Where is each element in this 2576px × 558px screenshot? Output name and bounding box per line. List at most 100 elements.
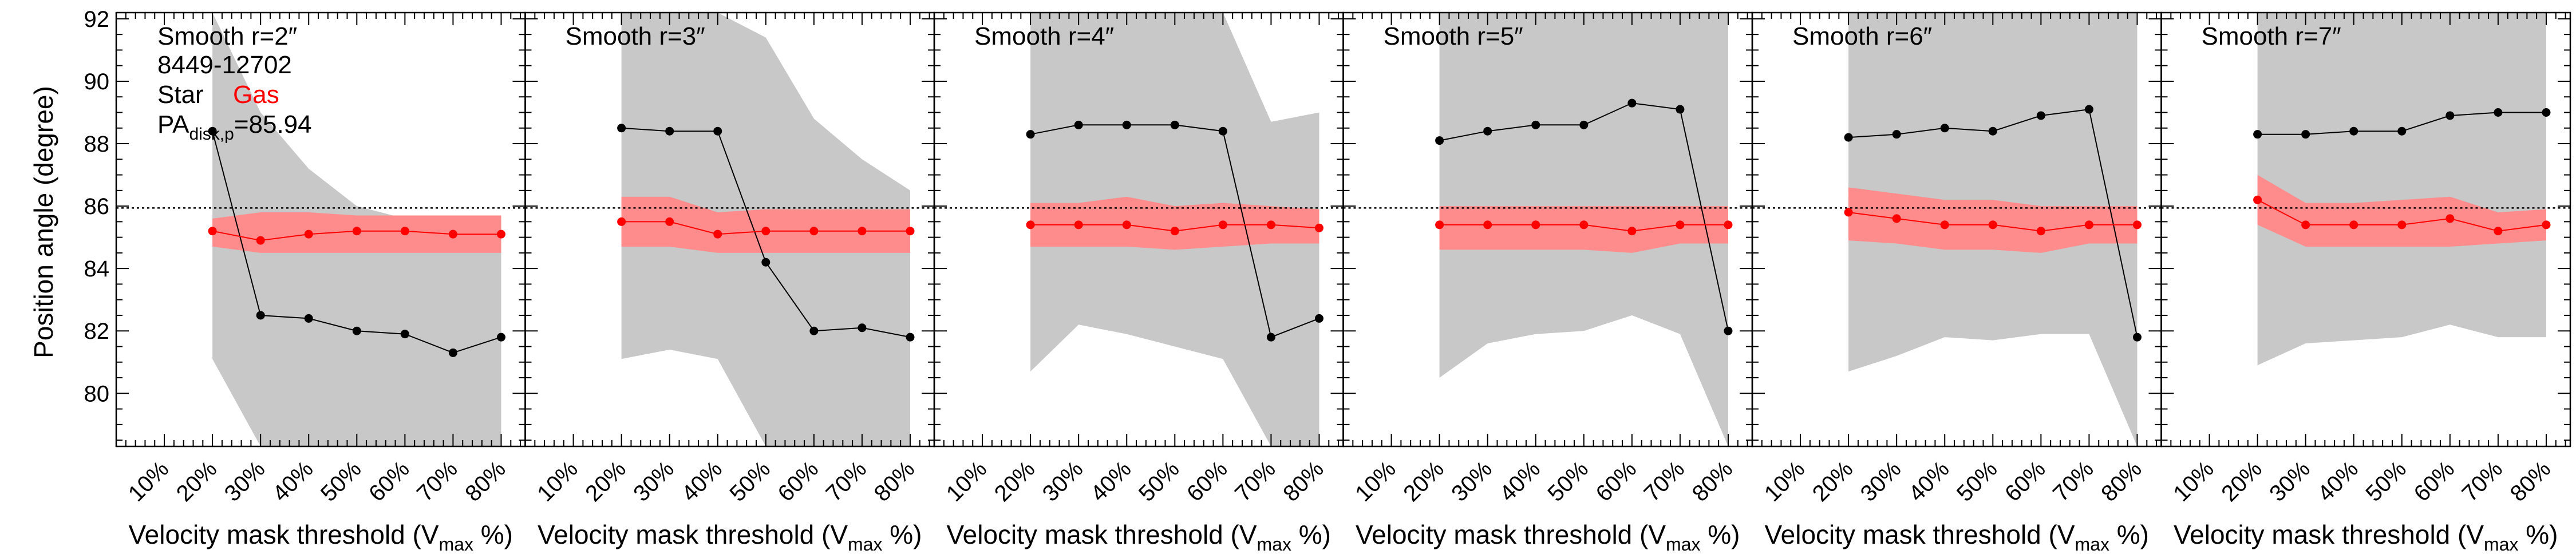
x-tick-label: 80%	[1278, 456, 1329, 506]
x-axis-title: Velocity mask threshold (Vmax %)	[2174, 520, 2558, 555]
panel-title: Smooth r=3″	[566, 22, 705, 50]
star-series-point	[2253, 130, 2262, 139]
x-tick-label: 70%	[412, 456, 463, 506]
star-series-point	[2349, 126, 2358, 136]
x-tick-label: 10%	[2168, 456, 2219, 506]
y-tick-label: 86	[84, 194, 110, 219]
gas-series-point	[1579, 220, 1589, 229]
star-series-point	[208, 126, 217, 136]
x-tick-label: 40%	[1086, 456, 1136, 506]
gas-series-point	[1074, 220, 1083, 229]
pa-annotation: PAdisk,p=85.94	[157, 110, 312, 144]
x-axis-title: Velocity mask threshold (Vmax %)	[947, 520, 1331, 555]
gas-series-point	[400, 227, 409, 236]
panel-title: Smooth r=2″	[157, 22, 297, 50]
x-tick-label: 20%	[2217, 456, 2267, 506]
star-series-point	[617, 124, 626, 133]
gas-series-point	[1266, 220, 1275, 229]
x-axis-title: Velocity mask threshold (Vmax %)	[129, 520, 513, 555]
gas-series-point	[1483, 220, 1492, 229]
gas-series-point	[2036, 227, 2045, 236]
y-tick-label: 90	[84, 69, 110, 94]
x-tick-label: 70%	[1230, 456, 1281, 506]
x-tick-label: 30%	[1038, 456, 1088, 506]
x-tick-label: 30%	[2265, 456, 2315, 506]
star-series-point	[1988, 126, 1997, 136]
x-tick-label: 70%	[2048, 456, 2099, 506]
x-tick-label: 60%	[2000, 456, 2050, 506]
star-series-point	[1435, 136, 1444, 145]
x-tick-label: 60%	[1591, 456, 1641, 506]
gas-series-point	[2084, 220, 2093, 229]
x-tick-label: 80%	[460, 456, 511, 506]
gas-series-point	[352, 227, 361, 236]
star-series-point	[1314, 314, 1323, 323]
star-series-point	[256, 311, 265, 320]
gas-series-point	[1676, 220, 1685, 229]
star-series-point	[400, 330, 409, 339]
panel-6: 10%20%30%40%50%60%70%80% Velocity mask th…	[2160, 11, 2571, 555]
x-tick-label: 70%	[821, 456, 872, 506]
star-uncertainty-band	[2257, 13, 2546, 366]
star-series-point	[2542, 108, 2551, 117]
gas-series-point	[1026, 220, 1035, 229]
gas-uncertainty-band	[1848, 187, 2138, 253]
star-series-point	[1676, 105, 1685, 114]
star-series-point	[858, 323, 867, 333]
x-tick-label: 80%	[2096, 456, 2147, 506]
panel-title: Smooth r=6″	[1792, 22, 1932, 50]
x-tick-label: 20%	[1398, 456, 1449, 506]
plot-area	[2161, 13, 2570, 366]
star-series-point	[1122, 120, 1131, 129]
x-tick-label: 50%	[1543, 456, 1593, 506]
y-tick-label: 80	[84, 381, 110, 406]
y-tick-label: 82	[84, 319, 110, 344]
x-tick-label: 40%	[2313, 456, 2363, 506]
plot-area	[525, 13, 934, 446]
x-tick-label: 80%	[870, 456, 920, 506]
gas-series-point	[617, 217, 626, 226]
x-tick-label: 20%	[1808, 456, 1858, 506]
plot-area	[1752, 13, 2162, 446]
y-axis-title: Position angle (degree)	[29, 86, 58, 358]
star-series-point	[1892, 130, 1901, 139]
gas-series-point	[2349, 220, 2358, 229]
star-series-point	[1170, 120, 1179, 129]
x-tick-label: 60%	[364, 456, 414, 506]
legend-star-label: Star	[157, 81, 204, 109]
panel-5: 10%20%30%40%50%60%70%80% Velocity mask th…	[1751, 11, 2162, 555]
panel-title: Smooth r=5″	[1384, 22, 1523, 50]
gas-series-point	[2494, 227, 2503, 236]
x-tick-label: 70%	[2458, 456, 2508, 506]
x-tick-label: 50%	[316, 456, 366, 506]
gas-series-point	[2542, 220, 2551, 229]
gas-series-point	[496, 229, 505, 239]
x-tick-label: 60%	[2409, 456, 2459, 506]
star-series-point	[906, 333, 915, 342]
gas-series-point	[761, 227, 771, 236]
y-tick-label: 92	[84, 7, 110, 32]
star-series-point	[665, 126, 674, 136]
x-tick-label: 10%	[532, 456, 583, 506]
x-tick-label: 30%	[629, 456, 679, 506]
star-series-point	[2084, 105, 2093, 114]
gas-series-point	[1314, 223, 1323, 232]
x-tick-label: 40%	[268, 456, 318, 506]
star-series-point	[1627, 98, 1637, 108]
x-tick-label: 30%	[220, 456, 270, 506]
x-tick-label: 30%	[1856, 456, 1906, 506]
panels: 8082848688909210%20%30%40%50%60%70%80%Ve…	[84, 7, 2571, 555]
galaxy-id-label: 8449-12702	[157, 51, 292, 79]
gas-series-point	[1627, 227, 1637, 236]
star-series-point	[1844, 133, 1853, 142]
x-tick-label: 10%	[942, 456, 992, 506]
gas-series-point	[2301, 220, 2310, 229]
gas-series-point	[2253, 195, 2262, 204]
x-axis-title: Velocity mask threshold (Vmax %)	[538, 520, 922, 555]
gas-series-point	[713, 229, 722, 239]
legend-gas-label: Gas	[233, 81, 279, 109]
gas-series-point	[1892, 214, 1901, 223]
x-tick-label: 60%	[1182, 456, 1232, 506]
star-series-point	[1266, 333, 1275, 342]
